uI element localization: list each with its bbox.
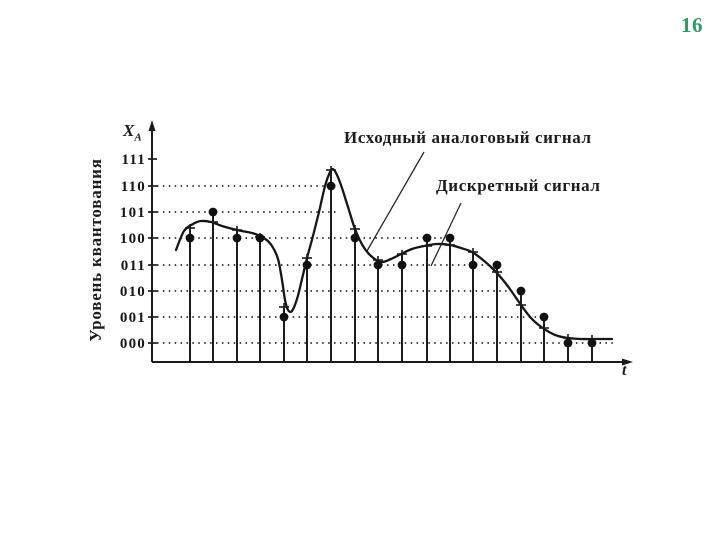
quantized-sample-dot — [587, 338, 597, 348]
y-level-label-111: 111 — [122, 152, 146, 168]
slide-page-number: 16 — [681, 13, 703, 37]
y-level-label-001: 001 — [120, 310, 146, 326]
quantized-sample-dot — [185, 233, 195, 243]
quantized-sample-dot — [516, 286, 526, 296]
y-level-label-000: 000 — [120, 336, 146, 352]
quantized-sample-dot — [422, 233, 432, 243]
y-axis-symbol-main: X — [123, 121, 135, 140]
y-axis-symbol-sub: A — [134, 131, 142, 144]
quantized-sample-dot — [302, 260, 312, 270]
analog-curve — [174, 167, 614, 341]
quantized-sample-dot — [326, 181, 336, 191]
discrete-signal-label: Дискретный сигнал — [436, 176, 601, 195]
y-level-label-100: 100 — [120, 231, 146, 247]
analog-label-leader-line — [366, 151, 425, 252]
quantized-sample-dot — [445, 233, 455, 243]
y-axis-arrow — [148, 120, 156, 131]
analog-signal-label: Исходный аналоговый сигнал — [344, 128, 592, 147]
quantized-sample-dot — [350, 233, 360, 243]
x-axis-label: t — [622, 362, 627, 379]
quantized-sample-dot — [468, 260, 478, 270]
y-level-label-101: 101 — [120, 205, 146, 221]
quantized-sample-dot — [373, 260, 383, 270]
quantized-sample-dot — [563, 338, 573, 348]
y-axis-symbol: XA — [123, 121, 142, 143]
quantized-sample-dot — [492, 260, 502, 270]
quantized-sample-dot — [208, 207, 218, 217]
quantized-sample-dot — [232, 233, 242, 243]
y-level-label-110: 110 — [121, 179, 146, 195]
quantized-sample-dot — [255, 233, 265, 243]
y-level-label-010: 010 — [120, 284, 146, 300]
y-level-label-011: 011 — [121, 258, 146, 274]
discrete-label-leader-line — [430, 202, 462, 267]
x-axis-arrow — [622, 358, 633, 366]
quantized-sample-dot — [539, 312, 549, 322]
y-axis-title: Уровень квантования — [86, 158, 105, 342]
quantized-sample-dot — [279, 312, 289, 322]
quantized-sample-dot — [397, 260, 407, 270]
